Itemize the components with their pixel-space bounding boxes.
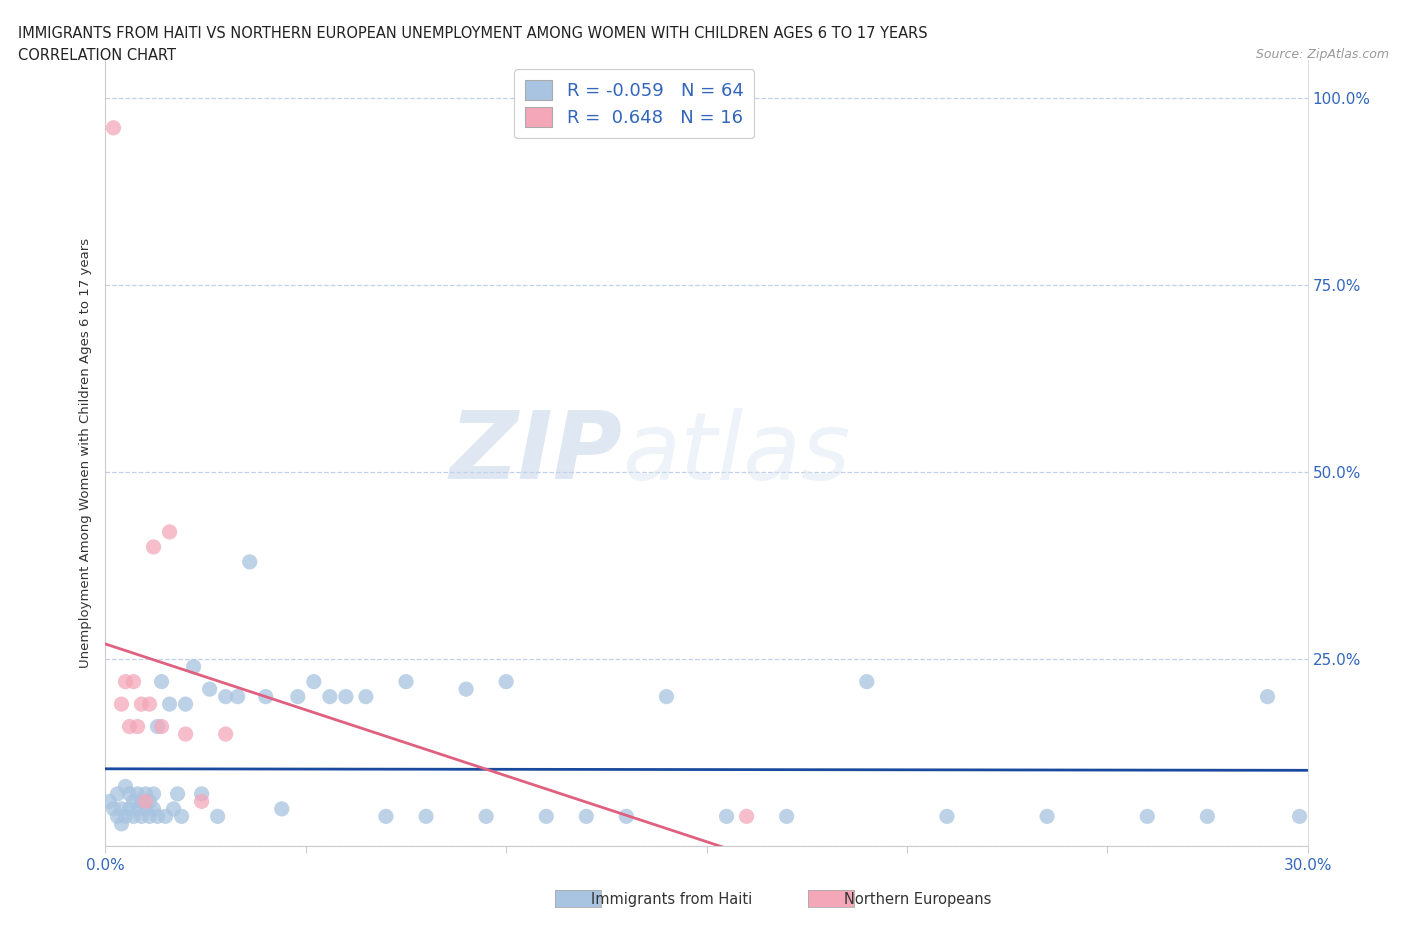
Point [118,802,141,817]
Point [103,802,125,817]
Text: Source: ZipAtlas.com: Source: ZipAtlas.com [1256,48,1389,61]
Point [162,802,184,817]
Point [138,697,160,711]
Point [110,817,132,831]
Point [936,809,959,824]
Point [114,809,136,824]
Text: IMMIGRANTS FROM HAITI VS NORTHERN EUROPEAN UNEMPLOYMENT AMONG WOMEN WITH CHILDRE: IMMIGRANTS FROM HAITI VS NORTHERN EUROPE… [18,26,928,41]
Point [534,809,557,824]
Point [146,809,169,824]
Point [122,674,145,689]
Point [107,787,129,802]
Point [127,802,149,817]
Point [118,787,141,802]
Point [159,697,181,711]
Point [1136,809,1159,824]
Point [103,120,125,135]
Point [207,809,229,824]
Y-axis label: Unemployment Among Women with Children Ages 6 to 17 years: Unemployment Among Women with Children A… [79,238,93,669]
Point [174,697,197,711]
Point [114,779,136,794]
Point [155,809,177,824]
Point [135,794,157,809]
Point [142,802,165,817]
Point [776,809,799,824]
Point [131,697,153,711]
Point [118,719,141,734]
Point [239,554,262,569]
Point [166,787,188,802]
Point [135,787,157,802]
Point [214,726,236,741]
Point [302,674,325,689]
Point [287,689,309,704]
Point [616,809,638,824]
Point [855,674,877,689]
Text: Immigrants from Haiti: Immigrants from Haiti [591,892,752,907]
Point [135,802,157,817]
Point [226,689,249,704]
Point [146,719,169,734]
Point [110,697,132,711]
Point [716,809,738,824]
Point [198,682,221,697]
Point [395,674,418,689]
Point [131,794,153,809]
Point [142,539,165,554]
Point [107,809,129,824]
Point [254,689,277,704]
Point [150,719,173,734]
Text: atlas: atlas [623,408,851,498]
Point [142,787,165,802]
Point [655,689,678,704]
Point [122,809,145,824]
Point [190,787,212,802]
Point [131,809,153,824]
Point [575,809,598,824]
Point [415,809,437,824]
Point [214,689,236,704]
Point [127,787,149,802]
Point [170,809,193,824]
Legend: R = -0.059   N = 64, R =  0.648   N = 16: R = -0.059 N = 64, R = 0.648 N = 16 [515,70,755,139]
Point [138,794,160,809]
Point [138,809,160,824]
Point [354,689,377,704]
Text: CORRELATION CHART: CORRELATION CHART [18,48,176,63]
Point [159,525,181,539]
Point [127,719,149,734]
Point [454,682,477,697]
Point [319,689,342,704]
Text: Northern Europeans: Northern Europeans [844,892,991,907]
Point [735,809,758,824]
Point [335,689,357,704]
Point [374,809,398,824]
Point [114,674,136,689]
Point [495,674,517,689]
Point [174,726,197,741]
Point [150,674,173,689]
Point [122,794,145,809]
Point [270,802,292,817]
Point [1257,689,1279,704]
Point [1036,809,1059,824]
Point [110,802,132,817]
Text: ZIP: ZIP [450,407,623,499]
Point [475,809,498,824]
Point [98,794,121,809]
Point [190,794,212,809]
Point [1288,809,1310,824]
Point [183,659,205,674]
Point [1197,809,1219,824]
